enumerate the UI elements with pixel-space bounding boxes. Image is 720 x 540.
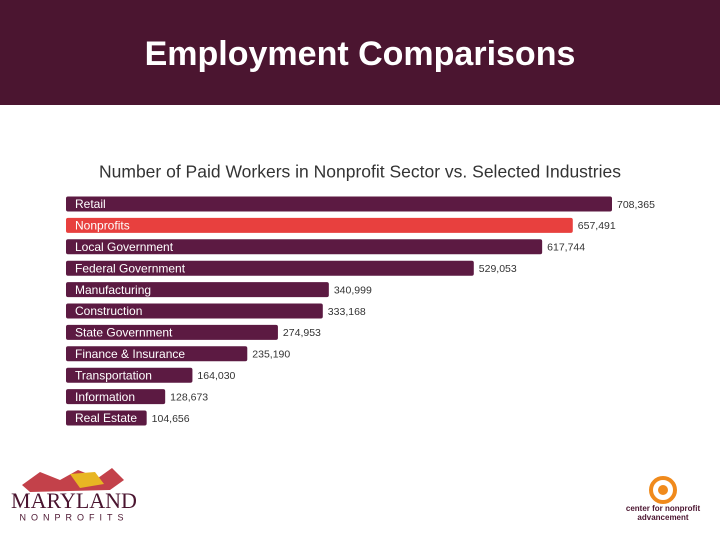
- value-label: 333,168: [328, 306, 366, 318]
- category-label: Manufacturing: [75, 283, 151, 297]
- value-label: 128,673: [170, 391, 208, 403]
- category-label: Transportation: [75, 368, 152, 382]
- cna-logo: center for nonprofit advancement: [625, 476, 701, 522]
- bar: [66, 260, 474, 276]
- category-label: Real Estate: [75, 411, 137, 425]
- slide-title: Employment Comparisons: [145, 35, 576, 73]
- maryland-logo: MARYLAND NONPROFITS: [11, 468, 137, 522]
- bar: [66, 239, 543, 255]
- logo-name: MARYLAND: [11, 488, 137, 513]
- bar: [66, 410, 147, 426]
- value-label: 235,190: [252, 349, 290, 361]
- category-label: Information: [75, 390, 135, 404]
- category-label: Local Government: [75, 240, 174, 254]
- header-band: [0, 0, 720, 105]
- logo-sub: NONPROFITS: [19, 512, 128, 522]
- value-label: 529,053: [479, 263, 517, 275]
- value-label: 104,656: [152, 413, 190, 425]
- value-label: 657,491: [578, 220, 616, 232]
- bar: [66, 303, 323, 319]
- value-label: 274,953: [283, 327, 321, 339]
- bar: [66, 282, 329, 298]
- logo-text-box: center for nonprofit advancement: [625, 504, 701, 522]
- bar: [66, 324, 278, 340]
- value-label: 340,999: [334, 284, 372, 296]
- bar: [66, 217, 573, 233]
- category-label: Retail: [75, 197, 106, 211]
- bar: [66, 346, 248, 362]
- value-label: 617,744: [547, 242, 585, 254]
- category-label: Finance & Insurance: [75, 347, 185, 361]
- category-label: Nonprofits: [75, 219, 130, 233]
- logo-text: center for nonprofit advancement: [625, 504, 701, 522]
- bar: [66, 196, 612, 212]
- value-label: 708,365: [617, 199, 655, 211]
- category-label: Federal Government: [75, 261, 186, 275]
- bar: [66, 389, 166, 405]
- bar: [66, 367, 193, 383]
- category-label: State Government: [75, 326, 173, 340]
- category-label: Construction: [75, 304, 142, 318]
- chart-title: Number of Paid Workers in Nonprofit Sect…: [99, 162, 621, 182]
- value-label: 164,030: [197, 370, 235, 382]
